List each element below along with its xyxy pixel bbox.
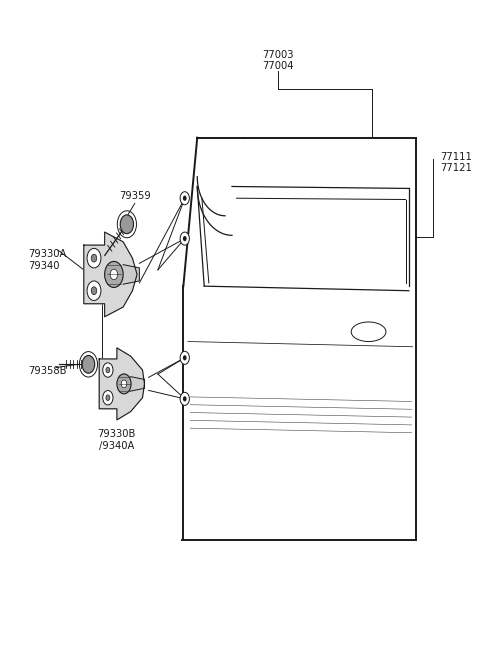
Circle shape bbox=[180, 232, 190, 245]
Circle shape bbox=[183, 355, 187, 361]
Circle shape bbox=[120, 215, 133, 234]
Polygon shape bbox=[123, 265, 139, 284]
Text: 77111
77121: 77111 77121 bbox=[440, 152, 472, 173]
Circle shape bbox=[87, 248, 101, 268]
Polygon shape bbox=[84, 232, 137, 317]
Circle shape bbox=[110, 269, 118, 280]
Circle shape bbox=[183, 196, 187, 201]
Text: 79359: 79359 bbox=[119, 191, 151, 202]
Circle shape bbox=[180, 392, 190, 405]
Circle shape bbox=[183, 396, 187, 401]
Circle shape bbox=[117, 374, 131, 394]
Circle shape bbox=[121, 380, 127, 388]
Circle shape bbox=[91, 254, 97, 262]
Circle shape bbox=[87, 281, 101, 300]
Circle shape bbox=[103, 363, 113, 377]
Circle shape bbox=[105, 261, 123, 288]
Text: 79330A
79340: 79330A 79340 bbox=[28, 249, 67, 271]
Polygon shape bbox=[99, 348, 144, 420]
Text: 79330B
/9340A: 79330B /9340A bbox=[97, 430, 135, 451]
Polygon shape bbox=[131, 376, 144, 391]
Circle shape bbox=[103, 390, 113, 405]
Circle shape bbox=[91, 287, 97, 294]
Circle shape bbox=[180, 192, 190, 205]
Text: 77003
77004: 77003 77004 bbox=[263, 49, 294, 71]
Circle shape bbox=[183, 236, 187, 241]
Circle shape bbox=[82, 355, 95, 373]
Circle shape bbox=[106, 367, 110, 373]
Circle shape bbox=[180, 351, 190, 365]
Circle shape bbox=[106, 395, 110, 401]
Text: 79358B: 79358B bbox=[28, 366, 67, 376]
